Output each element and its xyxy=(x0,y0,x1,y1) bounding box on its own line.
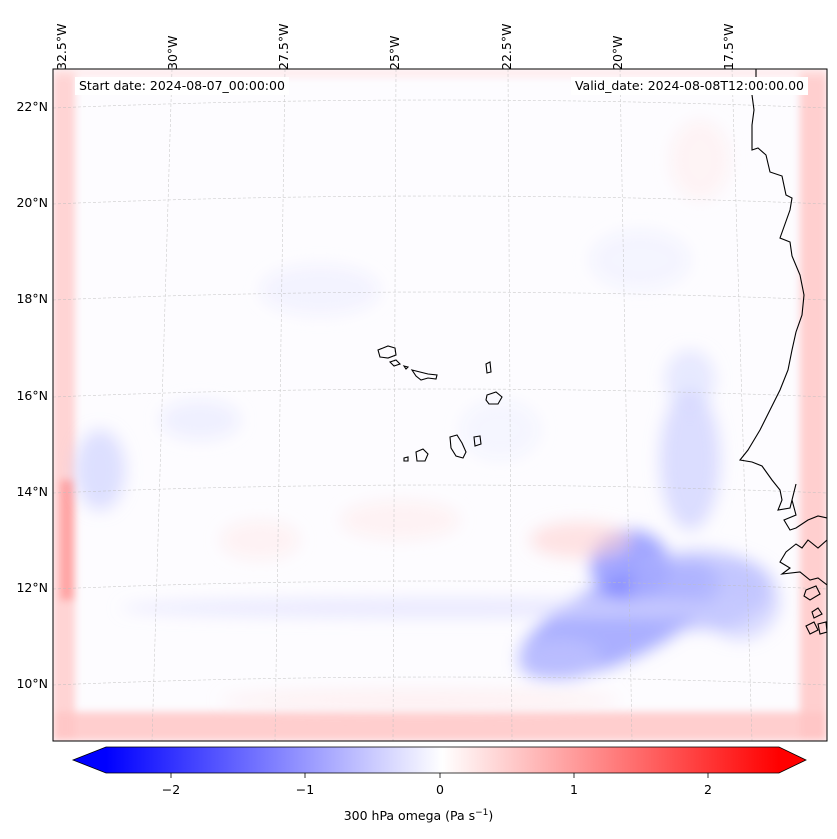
graticule xyxy=(53,69,827,741)
lon-label: 32.5°W xyxy=(54,23,69,70)
colorbar-body xyxy=(106,747,779,773)
lon-label: 30°W xyxy=(165,35,180,70)
lon-label: 17.5°W xyxy=(721,23,736,70)
map-frame xyxy=(52,68,828,742)
colorbar-max-extend xyxy=(779,747,806,773)
island-brava xyxy=(403,456,409,462)
island-sao-vicente xyxy=(388,359,402,367)
lat-label: 22°N xyxy=(16,99,48,114)
lat-label: 18°N xyxy=(16,291,48,306)
lon-label: 20°W xyxy=(610,35,625,70)
colorbar-tick-label: 0 xyxy=(436,782,444,797)
island-santiago xyxy=(449,434,467,459)
island-santo-antao xyxy=(377,345,397,359)
island-fogo xyxy=(415,448,429,462)
start-date-label: Start date: 2024-08-07_00:00:00 xyxy=(75,77,289,95)
cape-verde-islands xyxy=(377,345,503,462)
colorbar-min-extend xyxy=(73,747,106,773)
lat-label: 12°N xyxy=(16,580,48,595)
island-sao-nicolau xyxy=(410,369,438,381)
island-sal xyxy=(485,361,492,374)
boundary-artifacts xyxy=(53,69,827,741)
colorbar-title: 300 hPa omega (Pa s−1) xyxy=(343,808,494,824)
island-maio xyxy=(473,435,482,447)
lon-label: 25°W xyxy=(387,35,402,70)
colorbar-tick-label: 2 xyxy=(704,782,712,797)
omega-field xyxy=(75,120,780,710)
island-boa-vista xyxy=(485,391,503,405)
lon-label: 22.5°W xyxy=(499,23,514,70)
lat-label: 10°N xyxy=(16,676,48,691)
colorbar-tick-label: 1 xyxy=(570,782,578,797)
lon-label: 27.5°W xyxy=(276,23,291,70)
colorbar xyxy=(71,746,807,778)
lat-label: 16°N xyxy=(16,388,48,403)
colorbar-tick-label: −2 xyxy=(161,782,181,797)
colorbar-tick-label: −1 xyxy=(295,782,315,797)
african-coastline xyxy=(738,69,827,635)
lat-label: 20°N xyxy=(16,195,48,210)
lat-label: 14°N xyxy=(16,484,48,499)
island-santa-luzia xyxy=(402,365,410,370)
valid-date-label: Valid_date: 2024-08-08T12:00:00.00 xyxy=(570,77,808,95)
